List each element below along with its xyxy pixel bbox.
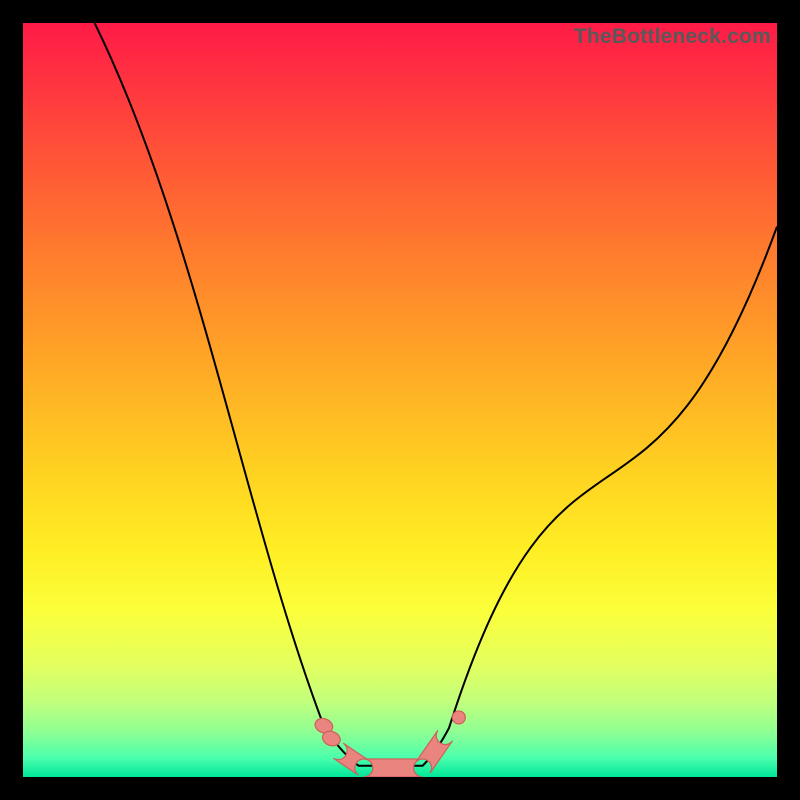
curve-layer <box>23 23 777 777</box>
plot-area: TheBottleneck.com <box>23 23 777 777</box>
curve-marker <box>364 759 423 777</box>
curve-marker <box>415 730 452 773</box>
bottleneck-curve <box>95 23 777 766</box>
curve-marker <box>452 711 465 724</box>
watermark-text: TheBottleneck.com <box>574 25 771 49</box>
curve-marker <box>333 743 369 775</box>
chart-frame: TheBottleneck.com <box>0 0 800 800</box>
marker-group <box>313 711 465 777</box>
